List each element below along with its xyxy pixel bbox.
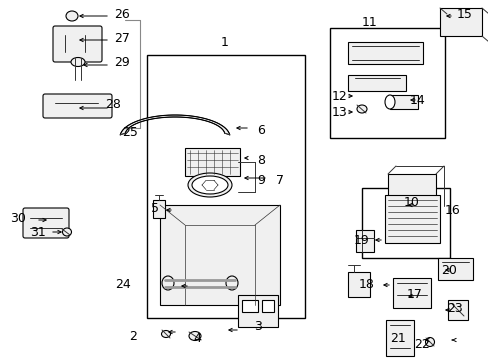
Ellipse shape xyxy=(384,95,394,109)
Text: 5: 5 xyxy=(151,202,159,216)
FancyBboxPatch shape xyxy=(53,26,102,62)
Text: 19: 19 xyxy=(353,234,369,247)
Text: 10: 10 xyxy=(403,197,419,210)
Text: 4: 4 xyxy=(193,332,201,345)
Text: 20: 20 xyxy=(440,264,456,276)
Text: 14: 14 xyxy=(409,94,425,107)
Bar xyxy=(439,8,481,36)
Polygon shape xyxy=(120,115,229,135)
Bar xyxy=(392,278,430,308)
Bar xyxy=(361,188,449,258)
Text: 13: 13 xyxy=(331,105,347,118)
Ellipse shape xyxy=(162,276,174,290)
Bar xyxy=(347,272,369,297)
Text: 2: 2 xyxy=(129,329,137,342)
Text: 7: 7 xyxy=(275,175,284,188)
Text: 17: 17 xyxy=(406,288,422,301)
Text: 26: 26 xyxy=(114,8,130,21)
Bar xyxy=(153,200,164,218)
Text: 28: 28 xyxy=(105,99,121,112)
Bar xyxy=(242,300,258,312)
Text: 27: 27 xyxy=(114,31,130,45)
FancyBboxPatch shape xyxy=(23,208,69,238)
Text: 18: 18 xyxy=(358,278,374,291)
Bar xyxy=(347,75,405,91)
Ellipse shape xyxy=(425,338,434,346)
Bar xyxy=(262,300,273,312)
Text: 23: 23 xyxy=(446,302,462,315)
Bar xyxy=(385,320,413,356)
Text: 6: 6 xyxy=(257,123,264,136)
Text: 9: 9 xyxy=(257,175,264,188)
Ellipse shape xyxy=(192,176,227,194)
Text: 21: 21 xyxy=(389,332,405,345)
Bar xyxy=(160,205,280,305)
Text: 16: 16 xyxy=(444,203,460,216)
Ellipse shape xyxy=(189,332,201,341)
Bar xyxy=(355,230,373,252)
Ellipse shape xyxy=(161,330,170,338)
Text: 29: 29 xyxy=(114,55,130,68)
Bar xyxy=(389,95,417,109)
Bar xyxy=(387,174,435,216)
Bar xyxy=(184,148,240,176)
Bar xyxy=(329,28,444,138)
Text: 12: 12 xyxy=(331,90,347,103)
Text: 15: 15 xyxy=(456,8,472,21)
Text: 22: 22 xyxy=(413,338,429,351)
Ellipse shape xyxy=(187,173,231,197)
Text: 30: 30 xyxy=(10,211,26,225)
Ellipse shape xyxy=(71,58,85,67)
Text: 25: 25 xyxy=(122,126,138,139)
Ellipse shape xyxy=(62,228,71,236)
Text: 31: 31 xyxy=(30,225,46,238)
Bar xyxy=(437,258,472,280)
Bar xyxy=(447,300,467,320)
FancyBboxPatch shape xyxy=(43,94,112,118)
Ellipse shape xyxy=(225,276,238,290)
Ellipse shape xyxy=(356,105,366,113)
Text: 3: 3 xyxy=(254,320,262,333)
Text: 11: 11 xyxy=(362,15,377,28)
Bar xyxy=(384,195,439,243)
Ellipse shape xyxy=(66,11,78,21)
Text: 1: 1 xyxy=(221,36,228,49)
Bar xyxy=(238,295,278,327)
Bar xyxy=(147,55,305,318)
Bar xyxy=(347,42,422,64)
Text: 24: 24 xyxy=(115,279,131,292)
Text: 8: 8 xyxy=(257,153,264,166)
